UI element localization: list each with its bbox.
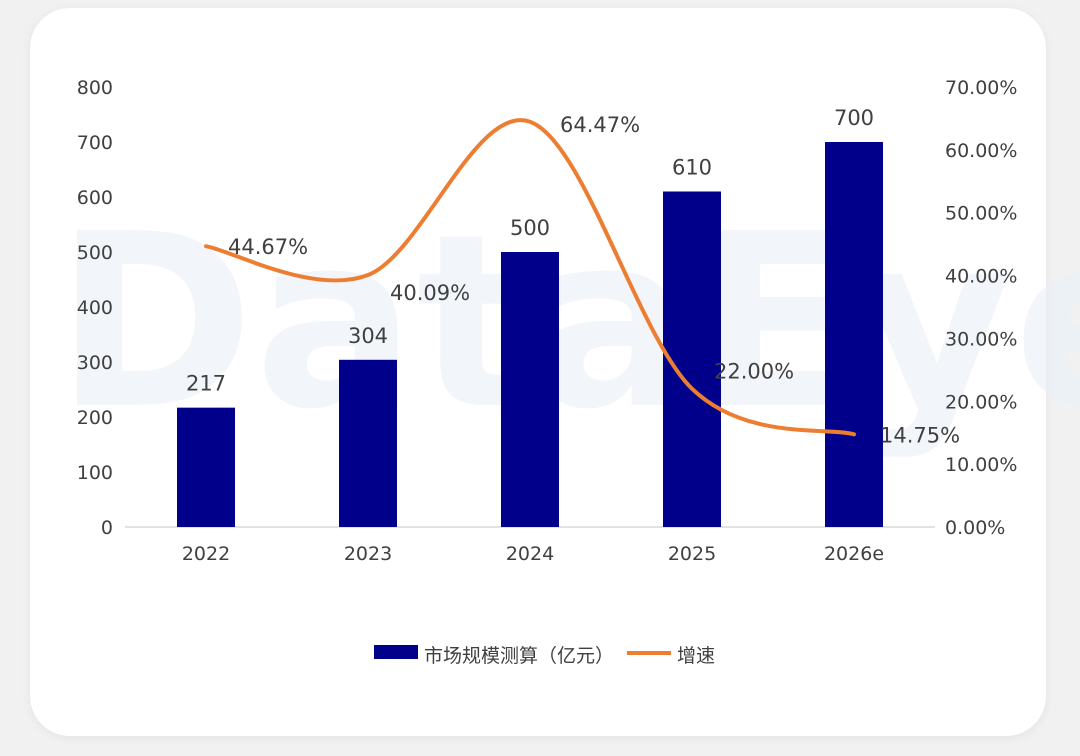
bar-data-label: 217 bbox=[186, 372, 226, 396]
legend-bar-label: 市场规模测算（亿元） bbox=[424, 645, 614, 667]
left-tick-label: 100 bbox=[77, 462, 113, 484]
bar-series bbox=[177, 142, 883, 527]
right-axis-ticks: 0.00% 10.00% 20.00% 30.00% 40.00% 50.00% 60.00… bbox=[945, 77, 1017, 539]
x-tick-label: 2025 bbox=[668, 543, 716, 565]
line-data-label: 14.75% bbox=[880, 423, 960, 447]
bar bbox=[663, 191, 721, 527]
growth-rate-line bbox=[204, 118, 856, 437]
right-tick-label: 70.00% bbox=[945, 77, 1017, 99]
left-tick-label: 0 bbox=[101, 517, 113, 539]
left-tick-label: 500 bbox=[77, 242, 113, 264]
bar bbox=[177, 407, 235, 527]
line-data-labels: 44.67% 40.09% 64.47% 22.00% 14.75% bbox=[228, 113, 960, 448]
right-tick-label: 20.00% bbox=[945, 391, 1017, 413]
left-tick-label: 600 bbox=[77, 187, 113, 209]
bar-data-label: 700 bbox=[834, 106, 874, 130]
bar-data-label: 610 bbox=[672, 156, 712, 180]
left-tick-label: 200 bbox=[77, 407, 113, 429]
right-tick-label: 40.00% bbox=[945, 266, 1017, 288]
x-axis-ticks: 2022 2023 2024 2025 2026e bbox=[182, 543, 884, 565]
bar bbox=[825, 142, 883, 527]
bar-data-label: 500 bbox=[510, 216, 550, 240]
right-tick-label: 10.00% bbox=[945, 454, 1017, 476]
right-tick-label: 30.00% bbox=[945, 328, 1017, 350]
left-tick-label: 300 bbox=[77, 352, 113, 374]
legend-bar-swatch bbox=[374, 645, 418, 659]
right-tick-label: 0.00% bbox=[945, 517, 1005, 539]
legend-line-label: 增速 bbox=[677, 645, 715, 667]
bar bbox=[501, 252, 559, 527]
right-tick-label: 60.00% bbox=[945, 140, 1017, 162]
line-data-label: 44.67% bbox=[228, 235, 308, 259]
left-tick-label: 400 bbox=[77, 297, 113, 319]
bar-data-label: 304 bbox=[348, 324, 388, 348]
line-data-label: 64.47% bbox=[560, 113, 640, 137]
x-tick-label: 2024 bbox=[506, 543, 554, 565]
x-tick-label: 2023 bbox=[344, 543, 392, 565]
x-tick-label: 2022 bbox=[182, 543, 230, 565]
line-data-label: 40.09% bbox=[390, 281, 470, 305]
left-tick-label: 800 bbox=[77, 77, 113, 99]
bar bbox=[339, 359, 397, 527]
legend: 市场规模测算（亿元） 增速 bbox=[374, 645, 715, 667]
left-tick-label: 700 bbox=[77, 132, 113, 154]
bar-data-labels: 217 304 500 610 700 bbox=[186, 106, 874, 396]
right-tick-label: 50.00% bbox=[945, 203, 1017, 225]
line-data-label: 22.00% bbox=[714, 360, 794, 384]
left-axis-ticks: 0 100 200 300 400 500 600 700 800 bbox=[77, 77, 113, 539]
x-tick-label: 2026e bbox=[824, 543, 884, 565]
